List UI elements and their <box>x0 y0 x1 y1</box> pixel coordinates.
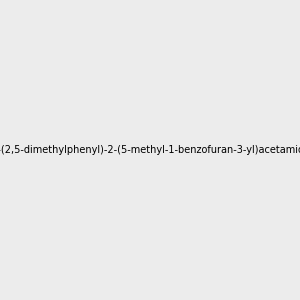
Text: N-(2,5-dimethylphenyl)-2-(5-methyl-1-benzofuran-3-yl)acetamide: N-(2,5-dimethylphenyl)-2-(5-methyl-1-ben… <box>0 145 300 155</box>
